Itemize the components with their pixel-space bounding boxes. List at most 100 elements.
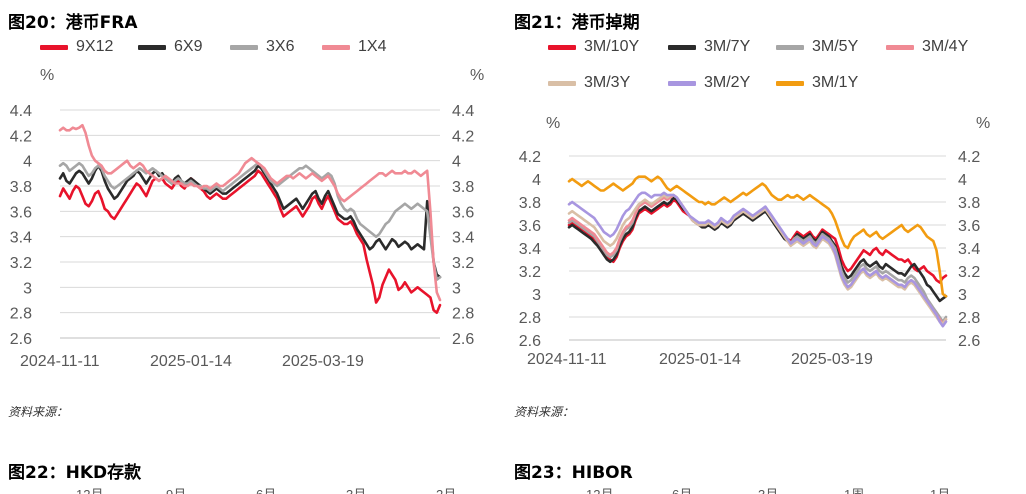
chart-fra: 2.6 2.6 2.8 2.8 3 3 3.2 3.2 3.4 3.4 3.6 3.6 3.8 3.8 4 4…: [10, 67, 484, 370]
y-tick-label-left: 4.2: [10, 128, 32, 145]
partial-legend-label: 6月: [672, 484, 692, 494]
y-tick-label-left: 2.8: [10, 306, 32, 323]
partial-legend-label: 2月: [436, 484, 456, 494]
y-tick-label-right: 2.8: [452, 306, 474, 323]
legend-swatch: [548, 44, 576, 50]
legend-item-3m-5y: 3M/5Y: [776, 38, 858, 56]
legend-label: 3X6: [266, 38, 295, 55]
y-tick-label-left: 3.6: [519, 218, 541, 235]
legend-swatch: [668, 44, 696, 50]
source-note-fra: 资料来源：: [8, 405, 69, 419]
y-tick-label-left: 2.6: [519, 333, 541, 350]
partial-legend-label: 3月: [758, 484, 778, 494]
legend-item-3x6: 3X6: [230, 38, 294, 56]
y-tick-label-left: 2.8: [519, 310, 541, 327]
legend-item-3m-7y: 3M/7Y: [668, 38, 750, 56]
partial-legend-label: 9月: [166, 484, 186, 494]
series-line-1x4: [58, 123, 442, 302]
y-tick-label-right: 3.6: [958, 218, 980, 235]
y-tick-label-right: 2.6: [958, 333, 980, 350]
legend-swatch: [322, 44, 350, 50]
y-tick-label-right: 3.6: [452, 204, 474, 221]
y-tick-label-left: 4: [23, 154, 32, 171]
series-line-3m-1y: [567, 175, 948, 298]
legend-swatch: [668, 80, 696, 86]
legend-swatch: [40, 44, 68, 50]
y-tick-label-left: 3: [23, 280, 32, 297]
partial-legend-label: 12月: [76, 484, 103, 494]
legend-label: 3M/5Y: [812, 38, 859, 55]
chart-title-swap: 图21：港币掉期: [514, 13, 640, 33]
partial-legend-label: 1月: [930, 484, 950, 494]
legend-label: 3M/3Y: [584, 74, 631, 91]
legend-swatch: [548, 80, 576, 86]
y-unit-right: %: [470, 67, 484, 84]
y-tick-label-left: 3.6: [10, 204, 32, 221]
x-tick-label: 2025-01-14: [659, 351, 741, 368]
chart-title-fra: 图20：港币FRA: [8, 13, 138, 33]
legend-swatch: [776, 44, 804, 50]
legend-swatch: [776, 80, 804, 86]
legend-item-6x9: 6X9: [138, 38, 202, 56]
series-line-3m-3y: [567, 193, 948, 326]
series-line-3m-2y: [567, 191, 948, 328]
legend-label: 3M/4Y: [922, 38, 969, 55]
y-tick-label-right: 4.4: [452, 103, 474, 120]
legend-label: 1X4: [358, 38, 387, 55]
y-tick-label-right: 4: [958, 172, 967, 189]
y-tick-label-right: 3: [452, 280, 461, 297]
series-line-3m-7y: [567, 196, 948, 303]
legend-label: 3M/2Y: [704, 74, 751, 91]
x-tick-label: 2025-03-19: [791, 351, 873, 368]
y-tick-label-right: 4: [452, 154, 461, 171]
legend-item-3m-3y: 3M/3Y: [548, 74, 630, 92]
legend-item-3m-2y: 3M/2Y: [668, 74, 750, 92]
y-unit-left: %: [40, 67, 54, 84]
y-tick-label-left: 3.4: [519, 241, 541, 258]
y-tick-label-right: 2.6: [452, 331, 474, 348]
partial-legend-label: 12月: [586, 484, 613, 494]
chart-title-hkd-deposit: 图22：HKD存款: [8, 463, 142, 483]
legend-item-3m-4y: 3M/4Y: [886, 38, 968, 56]
chart-title-hibor: 图23：HIBOR: [514, 463, 633, 483]
legend-label: 6X9: [174, 38, 203, 55]
legend-fra: 9X12 6X9 3X6 1X4: [0, 0, 500, 60]
y-tick-label-left: 4.4: [10, 103, 32, 120]
series-line-9x12: [58, 169, 442, 314]
x-tick-label: 2024-11-11: [527, 351, 607, 368]
y-tick-label-right: 2.8: [958, 310, 980, 327]
partial-legend-label: 6月: [256, 484, 276, 494]
y-unit-right: %: [976, 115, 990, 132]
y-tick-label-right: 3.2: [452, 255, 474, 272]
legend-swatch: [138, 44, 166, 50]
x-tick-label: 2024-11-11: [20, 353, 100, 370]
y-tick-label-left: 4: [532, 172, 541, 189]
y-tick-label-left: 3: [532, 287, 541, 304]
y-tick-label-right: 4.2: [958, 149, 980, 166]
y-tick-label-right: 3.4: [452, 230, 474, 247]
y-tick-label-left: 4.2: [519, 149, 541, 166]
legend-swap: 3M/10Y 3M/7Y 3M/5Y 3M/4Y 3M/3Y 3M/2Y 3M/1Y: [0, 0, 1026, 100]
y-tick-label-right: 4.2: [452, 128, 474, 145]
legend-label: 3M/1Y: [812, 74, 859, 91]
y-unit-left: %: [546, 115, 560, 132]
series-line-6x9: [58, 164, 442, 279]
partial-legend-label: 3月: [346, 484, 366, 494]
y-tick-label-right: 3.2: [958, 264, 980, 281]
y-tick-label-right: 3.4: [958, 241, 980, 258]
x-tick-label: 2025-01-14: [150, 353, 232, 370]
y-tick-label-left: 3.4: [10, 230, 32, 247]
legend-swatch: [886, 44, 914, 50]
legend-label: 9X12: [76, 38, 114, 55]
y-tick-label-left: 3.8: [519, 195, 541, 212]
y-tick-label-right: 3: [958, 287, 967, 304]
y-tick-label-left: 3.8: [10, 179, 32, 196]
legend-item-3m-10y: 3M/10Y: [548, 38, 639, 56]
y-tick-label-left: 3.2: [10, 255, 32, 272]
y-tick-label-left: 2.6: [10, 331, 32, 348]
legend-label: 3M/10Y: [584, 38, 640, 55]
legend-item-3m-1y: 3M/1Y: [776, 74, 858, 92]
source-note-swap: 资料来源：: [514, 405, 575, 419]
y-tick-label-right: 3.8: [452, 179, 474, 196]
x-tick-label: 2025-03-19: [282, 353, 364, 370]
